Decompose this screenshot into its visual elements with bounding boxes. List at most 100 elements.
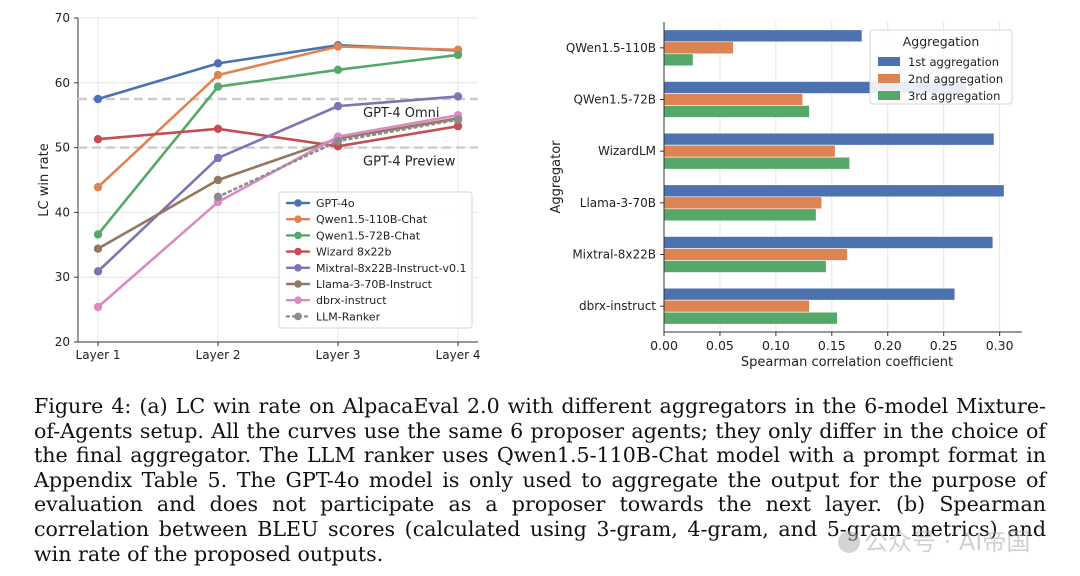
legend-marker-gpt-4o [294, 199, 302, 207]
y-tick-label: 60 [55, 76, 70, 90]
legend-label-dbrx-instruct: dbrx-instruct [316, 294, 387, 307]
y-tick-label: 50 [55, 141, 70, 155]
y-tick-label: 30 [55, 270, 70, 284]
category-label-dbrx-instruct: dbrx-instruct [579, 299, 656, 313]
bar-wizardlm-3rd-aggregation [663, 156, 851, 170]
bar-wizardlm-1st-aggregation [663, 132, 995, 146]
bar-qwen1-5-72b-2nd-aggregation [663, 93, 804, 106]
legend-label-3rd-aggregation: 3rd aggregation [908, 89, 1000, 103]
data-point-wizard-8x22b [213, 124, 223, 134]
series-line-wizard-8x22b [96, 124, 460, 148]
bar-mixtral-8x22b-1st-aggregation [663, 236, 994, 249]
legend-box [869, 29, 1013, 105]
x-tick-label: Layer 1 [76, 348, 121, 362]
bar-wizardlm-2nd-aggregation [663, 144, 836, 158]
reference-label-gpt-4-preview: GPT-4 Preview [363, 155, 456, 170]
category-label-llama-3-70b: Llama-3-70B [580, 196, 656, 210]
bar-llama-3-70b-3rd-aggregation [663, 208, 817, 222]
bar-mixtral-8x22b-3rd-aggregation [663, 260, 827, 273]
data-point-llm-ranker [453, 115, 463, 124]
y-tick-label: 70 [55, 11, 70, 25]
legend-label-qwen1-5-72b-chat: Qwen1.5-72B-Chat [316, 229, 421, 242]
watermark-text: 公众号 · AI帝国 [864, 528, 1031, 556]
legend-marker-qwen1-5-72b-chat [294, 231, 302, 240]
bar-llama-3-70b-2nd-aggregation [663, 196, 823, 210]
legend-marker-dbrx-instruct [294, 296, 302, 305]
legend-label-qwen1-5-110b-chat: Qwen1.5-110B-Chat [316, 213, 428, 226]
legend-swatch-1st-aggregation [878, 57, 900, 66]
x-tick-label: 0.10 [762, 338, 790, 353]
figure-caption: Figure 4: (a) LC win rate on AlpacaEval … [34, 394, 1046, 566]
bar-mixtral-8x22b-2nd-aggregation [663, 248, 848, 261]
legend-label-1st-aggregation: 1st aggregation [908, 55, 999, 69]
legend-marker-qwen1-5-110b-chat [294, 215, 302, 223]
x-tick-label: 0.05 [706, 338, 734, 353]
bar-dbrx-instruct-1st-aggregation [663, 287, 956, 301]
data-point-qwen1-5-72b-chat [213, 82, 223, 91]
x-tick-label: Layer 2 [196, 348, 241, 362]
data-point-mixtral-8x22b-instruct-v0-1 [333, 101, 343, 111]
legend-box [278, 191, 473, 329]
data-point-llama-3-70b-instruct [213, 175, 223, 185]
bar-qwen1-5-72b-3rd-aggregation [663, 105, 810, 118]
category-label-qwen1-5-72b: QWen1.5-72B [573, 93, 656, 107]
legend-label-gpt-4o: GPT-4o [316, 197, 355, 210]
category-label-wizardlm: WizardLM [598, 144, 656, 158]
legend-swatch-2nd-aggregation [878, 74, 900, 83]
category-label-qwen1-5-110b: QWen1.5-110B [566, 41, 656, 55]
x-tick-label: 0.25 [930, 338, 958, 353]
x-axis-label: Spearman correlation coefficient [741, 355, 953, 370]
series-line-qwen1-5-72b-chat [96, 53, 460, 236]
x-tick-label: 0.00 [650, 338, 678, 353]
data-point-llm-ranker [213, 192, 223, 202]
legend-marker-mixtral-8x22b-instruct-v0-1 [294, 264, 302, 272]
wechat-icon [838, 531, 860, 553]
data-point-mixtral-8x22b-instruct-v0-1 [453, 92, 463, 101]
legend-marker-llama-3-70b-instruct [294, 280, 302, 288]
legend-title: Aggregation [903, 34, 980, 49]
bar-qwen1-5-110b-1st-aggregation [663, 29, 863, 43]
series-line-gpt-4o [96, 43, 460, 101]
legend-label-wizard-8x22b: Wizard 8x22b [316, 246, 392, 259]
data-point-qwen1-5-110b-chat [333, 42, 343, 51]
x-tick-label: 0.30 [986, 338, 1014, 353]
data-point-gpt-4o [93, 94, 103, 104]
data-point-qwen1-5-72b-chat [333, 65, 343, 75]
bar-llama-3-70b-1st-aggregation [663, 184, 1005, 198]
data-point-qwen1-5-110b-chat [93, 182, 103, 192]
data-point-qwen1-5-72b-chat [453, 50, 463, 60]
data-point-mixtral-8x22b-instruct-v0-1 [93, 267, 103, 276]
data-point-llm-ranker [333, 136, 343, 146]
bar-qwen1-5-110b-2nd-aggregation [663, 41, 734, 55]
data-point-gpt-4o [213, 59, 223, 68]
data-point-qwen1-5-72b-chat [93, 230, 103, 239]
legend-label-llama-3-70b-instruct: Llama-3-70B-Instruct [316, 278, 433, 291]
y-tick-label: 20 [55, 335, 70, 349]
data-point-llama-3-70b-instruct [93, 244, 103, 253]
x-tick-label: 0.20 [874, 338, 902, 353]
series-line-qwen1-5-110b-chat [96, 45, 460, 189]
reference-label-gpt-4-omni: GPT-4 Omni [363, 106, 440, 121]
y-axis-label: LC win rate [37, 143, 52, 216]
legend-label-llm-ranker: LLM-Ranker [316, 310, 381, 323]
data-point-qwen1-5-110b-chat [213, 70, 223, 80]
legend-label-mixtral-8x22b-instruct-v0-1: Mixtral-8x22B-Instruct-v0.1 [316, 262, 466, 275]
series-line-llama-3-70b-instruct [96, 117, 460, 250]
y-tick-label: 40 [55, 205, 70, 219]
watermark: 公众号 · AI帝国 [838, 522, 1030, 557]
line-chart: 20 30 40 50 60 70 Layer 1 Layer 2 Layer 3 Layer 4… [37, 11, 480, 362]
bar-chart: QWen1.5-110B QWen1.5-72B WizardLM Llama-3-7… [549, 22, 1022, 370]
category-label-mixtral-8x22b: Mixtral-8x22B [572, 248, 656, 262]
bar-dbrx-instruct-3rd-aggregation [663, 311, 838, 325]
data-point-mixtral-8x22b-instruct-v0-1 [213, 153, 223, 163]
x-tick-label: Layer 3 [316, 348, 361, 362]
legend-marker-llm-ranker [294, 312, 302, 321]
data-point-wizard-8x22b [93, 134, 103, 144]
bar-dbrx-instruct-2nd-aggregation [663, 299, 810, 313]
data-point-dbrx-instruct [93, 302, 103, 312]
legend-swatch-3rd-aggregation [878, 91, 900, 100]
data-point-wizard-8x22b [453, 122, 463, 131]
bar-qwen1-5-110b-3rd-aggregation [663, 53, 694, 67]
x-tick-label: 0.15 [818, 338, 846, 353]
